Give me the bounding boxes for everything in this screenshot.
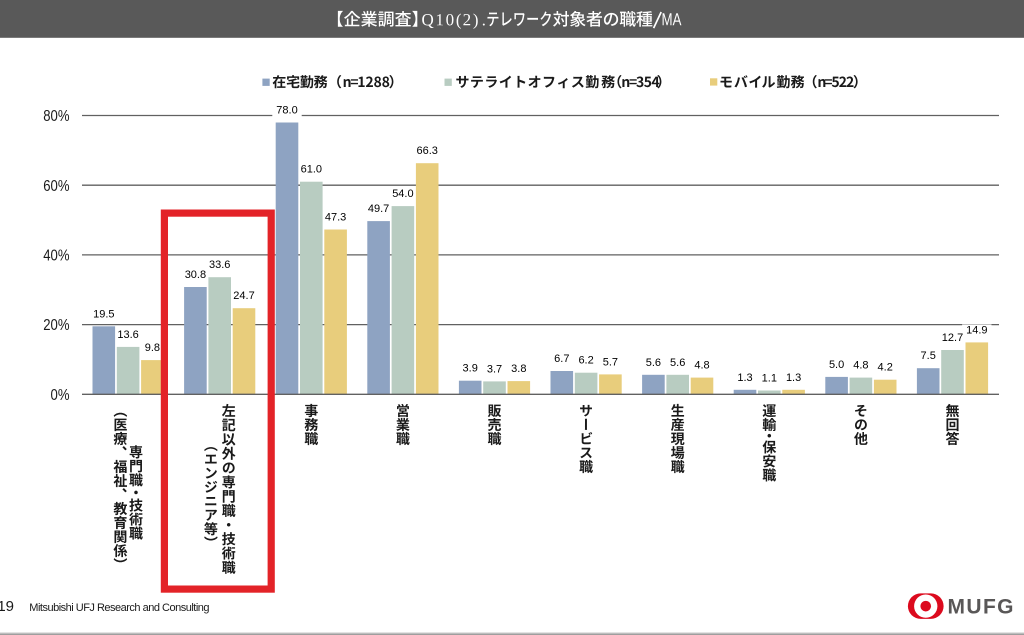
svg-text:5.6: 5.6 xyxy=(670,357,685,369)
svg-text:4.2: 4.2 xyxy=(878,362,893,374)
svg-text:49.7: 49.7 xyxy=(368,203,389,215)
svg-text:7.5: 7.5 xyxy=(921,350,936,362)
svg-text:24.7: 24.7 xyxy=(233,290,254,302)
svg-text:0%: 0% xyxy=(51,387,70,404)
svg-text:61.0: 61.0 xyxy=(301,164,322,176)
svg-text:3.9: 3.9 xyxy=(463,363,478,375)
svg-text:30.8: 30.8 xyxy=(185,269,206,281)
svg-text:13.6: 13.6 xyxy=(117,329,138,341)
svg-text:9.8: 9.8 xyxy=(145,342,160,354)
svg-text:80%: 80% xyxy=(43,108,69,125)
svg-text:6.2: 6.2 xyxy=(578,355,593,367)
svg-text:19.5: 19.5 xyxy=(93,308,114,320)
svg-text:4.8: 4.8 xyxy=(853,360,868,372)
svg-text:5.6: 5.6 xyxy=(646,357,661,369)
svg-text:47.3: 47.3 xyxy=(325,212,346,224)
svg-text:40%: 40% xyxy=(43,247,69,264)
svg-text:12.7: 12.7 xyxy=(942,332,963,344)
svg-text:60%: 60% xyxy=(43,178,69,195)
svg-text:6.7: 6.7 xyxy=(554,353,569,365)
svg-text:1.3: 1.3 xyxy=(737,372,752,384)
svg-text:78.0: 78.0 xyxy=(276,105,297,117)
svg-text:3.7: 3.7 xyxy=(487,363,502,375)
svg-text:3.8: 3.8 xyxy=(511,363,526,375)
svg-text:5.0: 5.0 xyxy=(829,359,844,371)
svg-text:19: 19 xyxy=(0,598,14,615)
svg-text:66.3: 66.3 xyxy=(416,145,437,157)
svg-text:14.9: 14.9 xyxy=(966,324,987,336)
svg-text:20%: 20% xyxy=(43,317,69,334)
svg-text:4.8: 4.8 xyxy=(694,360,709,372)
svg-text:MUFG: MUFG xyxy=(948,595,1015,618)
svg-text:33.6: 33.6 xyxy=(209,259,230,271)
svg-text:1.1: 1.1 xyxy=(762,373,777,385)
svg-text:Mitsubishi UFJ Research and Co: Mitsubishi UFJ Research and Consulting xyxy=(29,602,209,614)
svg-text:5.7: 5.7 xyxy=(603,356,618,368)
svg-text:54.0: 54.0 xyxy=(392,188,413,200)
svg-text:1.3: 1.3 xyxy=(786,372,801,384)
